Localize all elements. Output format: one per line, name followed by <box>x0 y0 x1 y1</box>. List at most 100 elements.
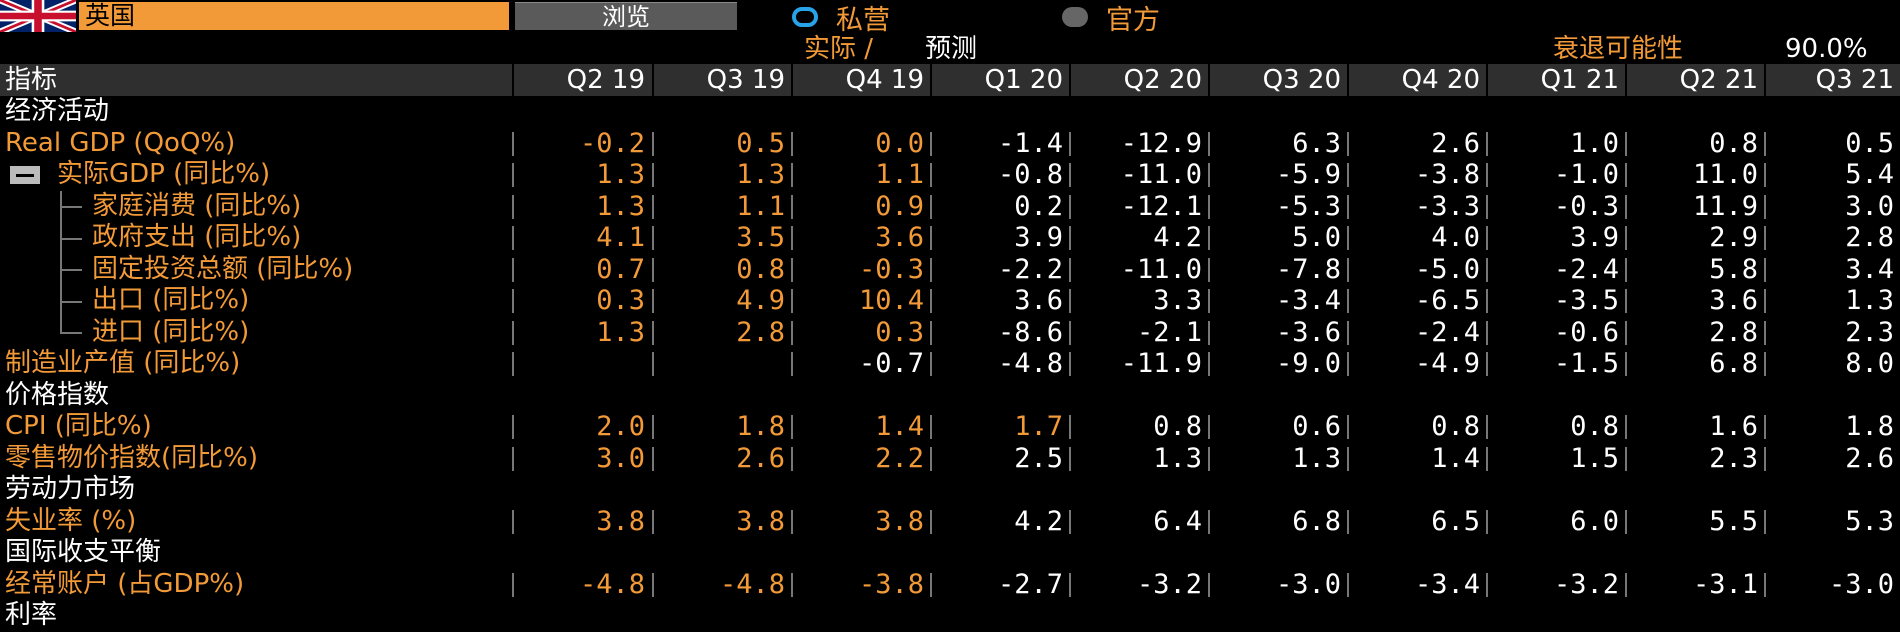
value-cell[interactable]: 6.0 <box>1570 505 1619 537</box>
value-cell[interactable]: 1.4 <box>1431 442 1480 474</box>
value-cell[interactable]: 10.4 <box>858 285 924 316</box>
value-cell[interactable]: 4.9 <box>736 285 785 316</box>
indicator-row[interactable]: 家庭消费 (同比%) 1.3 1.1 0.9 0.2 -12.1 -5.3 -3.3 -0.3 1… <box>0 190 1900 222</box>
value-cell[interactable]: -3.8 <box>1414 159 1480 190</box>
value-cell[interactable]: 2.5 <box>1014 442 1063 474</box>
value-cell[interactable]: 2.3 <box>1845 316 1894 348</box>
value-cell[interactable]: 2.8 <box>736 316 785 348</box>
value-cell[interactable]: 3.0 <box>596 442 645 474</box>
browse-button[interactable]: 浏览 <box>515 2 737 31</box>
value-cell[interactable]: -3.4 <box>1275 285 1341 316</box>
value-cell[interactable]: 3.6 <box>875 222 924 253</box>
value-cell[interactable]: 2.9 <box>1709 222 1758 253</box>
value-cell[interactable]: 0.8 <box>1570 411 1619 442</box>
value-cell[interactable]: -5.3 <box>1275 190 1341 222</box>
value-cell[interactable]: -3.1 <box>1692 568 1758 600</box>
value-cell[interactable]: -12.1 <box>1120 190 1202 222</box>
value-cell[interactable]: -6.5 <box>1414 285 1480 316</box>
value-cell[interactable]: 2.2 <box>875 442 924 474</box>
value-cell[interactable]: 6.4 <box>1153 505 1202 537</box>
value-cell[interactable]: 1.3 <box>1292 442 1341 474</box>
value-cell[interactable]: 0.0 <box>875 127 924 159</box>
value-cell[interactable]: -4.8 <box>579 568 645 600</box>
value-cell[interactable]: -1.0 <box>1553 159 1619 190</box>
value-cell[interactable]: 0.5 <box>736 127 785 159</box>
value-cell[interactable]: 0.6 <box>1292 411 1341 442</box>
value-cell[interactable]: -3.0 <box>1275 568 1341 600</box>
country-input[interactable]: 英国 <box>79 2 509 30</box>
value-cell[interactable]: 3.9 <box>1014 222 1063 253</box>
value-cell[interactable]: -4.8 <box>719 568 785 600</box>
value-cell[interactable]: 2.8 <box>1845 222 1894 253</box>
value-cell[interactable]: 3.6 <box>1709 285 1758 316</box>
value-cell[interactable]: -0.6 <box>1553 316 1619 348</box>
value-cell[interactable]: 2.3 <box>1709 442 1758 474</box>
value-cell[interactable]: -3.4 <box>1414 568 1480 600</box>
value-cell[interactable]: 0.2 <box>1014 190 1063 222</box>
value-cell[interactable]: 0.8 <box>736 253 785 285</box>
value-cell[interactable]: 2.6 <box>1431 127 1480 159</box>
value-cell[interactable]: 6.5 <box>1431 505 1480 537</box>
quarter-header[interactable]: Q1 21 <box>1486 64 1625 96</box>
value-cell[interactable]: 6.8 <box>1292 505 1341 537</box>
value-cell[interactable]: 1.8 <box>736 411 785 442</box>
value-cell[interactable]: -11.0 <box>1120 159 1202 190</box>
value-cell[interactable]: -12.9 <box>1120 127 1202 159</box>
indicator-row[interactable]: 政府支出 (同比%) 4.1 3.5 3.6 3.9 4.2 5.0 4.0 3.9 2.9 2.8 <box>0 222 1900 254</box>
value-cell[interactable]: 1.7 <box>1014 411 1063 442</box>
value-cell[interactable]: 0.8 <box>1709 127 1758 159</box>
value-cell[interactable]: 6.3 <box>1292 127 1341 159</box>
quarter-header[interactable]: Q1 20 <box>930 64 1069 96</box>
value-cell[interactable]: -2.7 <box>997 568 1063 600</box>
indicator-row[interactable]: 出口 (同比%) 0.3 4.9 10.4 3.6 3.3 -3.4 -6.5 -3.5 3.6 1… <box>0 285 1900 317</box>
collapse-icon[interactable] <box>10 166 40 184</box>
value-cell[interactable]: -3.2 <box>1553 568 1619 600</box>
value-cell[interactable]: 2.6 <box>1845 442 1894 474</box>
value-cell[interactable]: 4.1 <box>596 222 645 253</box>
value-cell[interactable]: 4.2 <box>1153 222 1202 253</box>
value-cell[interactable]: 4.2 <box>1014 505 1063 537</box>
value-cell[interactable]: -5.0 <box>1414 253 1480 285</box>
quarter-header[interactable]: Q4 20 <box>1347 64 1486 96</box>
value-cell[interactable]: 2.6 <box>736 442 785 474</box>
value-cell[interactable]: 1.3 <box>596 159 645 190</box>
value-cell[interactable]: 3.9 <box>1570 222 1619 253</box>
source-private-radio[interactable]: 私营 <box>792 4 890 36</box>
value-cell[interactable]: -1.4 <box>997 127 1063 159</box>
value-cell[interactable]: 1.3 <box>1845 285 1894 316</box>
quarter-header[interactable]: Q3 21 <box>1764 64 1900 96</box>
value-cell[interactable]: -3.8 <box>858 568 924 600</box>
value-cell[interactable]: 3.4 <box>1845 253 1894 285</box>
value-cell[interactable]: 4.0 <box>1431 222 1480 253</box>
value-cell[interactable]: 3.3 <box>1153 285 1202 316</box>
value-cell[interactable]: -2.4 <box>1553 253 1619 285</box>
value-cell[interactable]: -3.2 <box>1136 568 1202 600</box>
value-cell[interactable]: 1.6 <box>1709 411 1758 442</box>
value-cell[interactable]: 3.6 <box>1014 285 1063 316</box>
indicator-row[interactable]: 实际GDP (同比%) 1.3 1.3 1.1 -0.8 -11.0 -5.9 -3.8 -1.… <box>0 159 1900 191</box>
value-cell[interactable]: 6.8 <box>1709 348 1758 379</box>
value-cell[interactable]: 5.0 <box>1292 222 1341 253</box>
value-cell[interactable]: -8.6 <box>997 316 1063 348</box>
value-cell[interactable]: 1.0 <box>1570 127 1619 159</box>
value-cell[interactable]: -3.3 <box>1414 190 1480 222</box>
value-cell[interactable]: -4.9 <box>1414 348 1480 379</box>
value-cell[interactable] <box>652 348 791 380</box>
value-cell[interactable]: 11.9 <box>1692 190 1758 222</box>
value-cell[interactable]: -7.8 <box>1275 253 1341 285</box>
indicator-row[interactable]: 固定投资总额 (同比%) 0.7 0.8 -0.3 -2.2 -11.0 -7.8 -5.0 -… <box>0 253 1900 285</box>
value-cell[interactable]: 0.5 <box>1845 127 1894 159</box>
value-cell[interactable]: 8.0 <box>1845 348 1894 379</box>
source-official-radio[interactable]: 官方 <box>1062 4 1160 36</box>
value-cell[interactable]: 1.3 <box>736 159 785 190</box>
indicator-row[interactable]: 经常账户 (占GDP%) -4.8 -4.8 -3.8 -2.7 -3.2 -3.0 -3.4… <box>0 569 1900 601</box>
value-cell[interactable]: 5.4 <box>1845 159 1894 190</box>
quarter-header[interactable]: Q4 19 <box>791 64 930 96</box>
value-cell[interactable]: 1.4 <box>875 411 924 442</box>
value-cell[interactable]: -0.3 <box>858 253 924 285</box>
value-cell[interactable]: 3.0 <box>1845 190 1894 222</box>
value-cell[interactable]: 0.3 <box>875 316 924 348</box>
quarter-header[interactable]: Q2 20 <box>1069 64 1208 96</box>
value-cell[interactable]: 1.1 <box>875 159 924 190</box>
indicator-row[interactable]: 制造业产值 (同比%) -0.7 -4.8 -11.9 -9.0 -4.9 -1.5 6.8 8… <box>0 348 1900 380</box>
